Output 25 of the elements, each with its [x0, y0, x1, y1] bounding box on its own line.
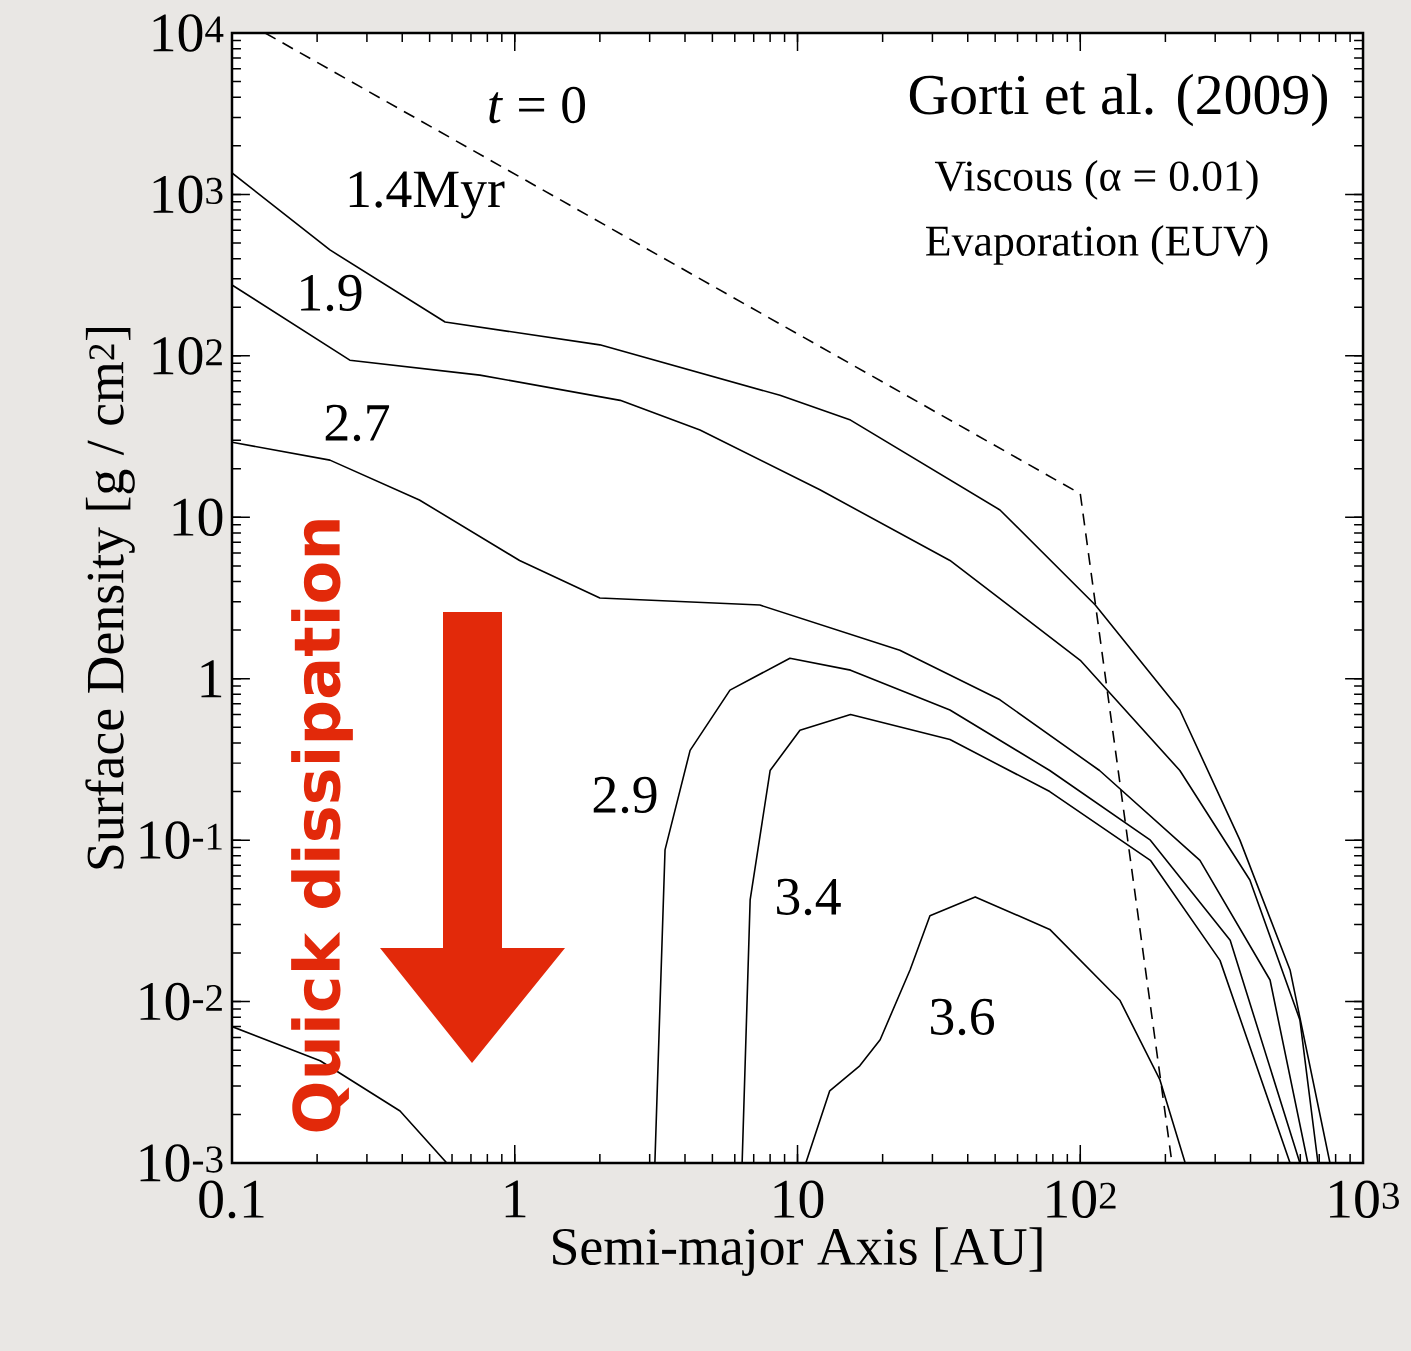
- y-tick-label: 10: [173, 498, 223, 537]
- annotation: 3.4: [776, 878, 841, 916]
- y-tick-label: 10$^{3}$: [153, 175, 223, 214]
- annotation: t = 0: [489, 86, 586, 124]
- x-axis-title: Semi-major Axis [AU]: [553, 1227, 1042, 1276]
- annotation: Evaporation (EUV): [926, 225, 1268, 265]
- x-tick-label: 10$^{3}$: [1330, 1180, 1399, 1219]
- annotation: 2.9: [593, 776, 657, 814]
- annotation: 1.4Myr: [349, 171, 505, 219]
- x-tick-label: 10$^{2}$: [1047, 1180, 1116, 1219]
- y-tick-label: 10$^{-1}$: [140, 821, 222, 859]
- text: Gorti et al. (2009): [909, 73, 1327, 127]
- y-tick-label: 10$^{4}$: [153, 14, 224, 52]
- x-tick-label: 10: [774, 1180, 824, 1219]
- x-tick-label: 1: [505, 1180, 526, 1218]
- annotation: 1.9: [301, 274, 362, 312]
- annotation: Quick dissipation: [291, 520, 353, 1132]
- y-tick-label: 1: [201, 660, 222, 698]
- annotation: Viscous (α = 0.01): [934, 160, 1258, 200]
- x-tick-label: 0.1: [199, 1180, 264, 1219]
- y-tick-label: 10$^{-2}$: [140, 982, 222, 1021]
- y-tick-label: 10$^{2}$: [153, 337, 222, 375]
- y-axis-title: Surface Density [g / cm$^{2}$]: [85, 327, 135, 869]
- annotation: 2.7: [325, 404, 390, 442]
- annotation: 3.6: [930, 998, 995, 1036]
